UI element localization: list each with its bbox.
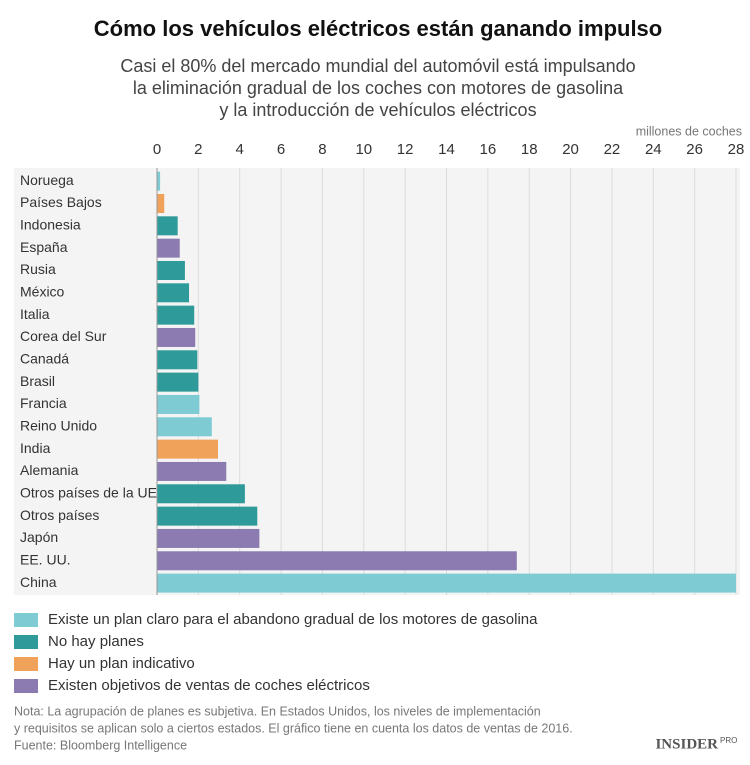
bar (157, 238, 180, 258)
x-tick-label: 26 (686, 141, 703, 158)
legend-swatch (14, 679, 38, 693)
y-tick-label: Japón (20, 529, 58, 545)
x-tick-label: 24 (645, 141, 662, 158)
x-tick-label: 6 (277, 141, 285, 158)
bar (157, 461, 227, 481)
chart-title: Cómo los vehículos eléctricos están gana… (94, 16, 662, 41)
y-tick-label: Alemania (20, 462, 79, 478)
x-tick-label: 28 (728, 141, 745, 158)
bar (157, 260, 185, 280)
bar (157, 283, 190, 303)
y-tick-label: EE. UU. (20, 551, 71, 567)
subtitle: la eliminación gradual de los coches con… (133, 78, 624, 98)
bar (157, 484, 245, 504)
x-tick-label: 10 (355, 141, 372, 158)
x-tick-label: 0 (153, 141, 161, 158)
note: Nota: La agrupación de planes es subjeti… (14, 704, 541, 718)
y-tick-label: Otros países de la UE (20, 484, 157, 500)
y-tick-label: Indonesia (20, 217, 81, 233)
bar (157, 327, 196, 347)
y-tick-label: India (20, 440, 51, 456)
legend-label: Hay un plan indicativo (48, 655, 195, 672)
x-tick-label: 16 (480, 141, 497, 158)
source: Fuente: Bloomberg Intelligence (14, 738, 187, 752)
bar (157, 573, 736, 593)
x-tick-label: 12 (397, 141, 414, 158)
bar (157, 551, 517, 571)
legend-swatch (14, 613, 38, 627)
x-tick-label: 8 (318, 141, 326, 158)
y-tick-label: México (20, 284, 65, 300)
bar (157, 417, 212, 437)
y-tick-label: Otros países (20, 507, 99, 523)
y-tick-label: Brasil (20, 373, 55, 389)
legend-label: Existe un plan claro para el abandono gr… (48, 611, 538, 628)
axis-label: millones de coches (636, 124, 742, 138)
bar (157, 350, 198, 370)
y-tick-label: China (20, 574, 57, 590)
bar (157, 216, 178, 236)
x-tick-label: 2 (194, 141, 202, 158)
legend-swatch (14, 635, 38, 649)
bar (157, 528, 260, 548)
x-tick-label: 14 (438, 141, 455, 158)
bar (157, 394, 200, 414)
y-tick-label: Corea del Sur (20, 328, 107, 344)
x-tick-label: 18 (521, 141, 538, 158)
y-tick-label: Reino Unido (20, 417, 97, 433)
y-tick-label: Canadá (20, 351, 69, 367)
x-tick-label: 4 (236, 141, 244, 158)
legend-swatch (14, 657, 38, 671)
y-tick-label: Italia (20, 306, 50, 322)
bar (157, 506, 258, 526)
y-tick-label: Países Bajos (20, 194, 102, 210)
bar (157, 305, 195, 325)
bar (157, 171, 161, 191)
x-tick-label: 20 (562, 141, 579, 158)
plot-background (14, 168, 740, 595)
note: y requisitos se aplican solo a ciertos e… (14, 721, 573, 735)
subtitle: y la introducción de vehículos eléctrico… (219, 100, 536, 120)
bar (157, 439, 219, 459)
brand: INSIDER (655, 736, 718, 752)
subtitle: Casi el 80% del mercado mundial del auto… (120, 56, 635, 76)
brand-suffix: PRO (720, 736, 737, 745)
y-tick-label: España (20, 239, 68, 255)
y-tick-label: Rusia (20, 261, 56, 277)
legend-label: No hay planes (48, 633, 144, 650)
x-tick-label: 22 (604, 141, 621, 158)
bar (157, 372, 199, 392)
y-tick-label: Noruega (20, 172, 74, 188)
bar (157, 193, 165, 213)
y-tick-label: Francia (20, 395, 67, 411)
legend-label: Existen objetivos de ventas de coches el… (48, 677, 370, 694)
